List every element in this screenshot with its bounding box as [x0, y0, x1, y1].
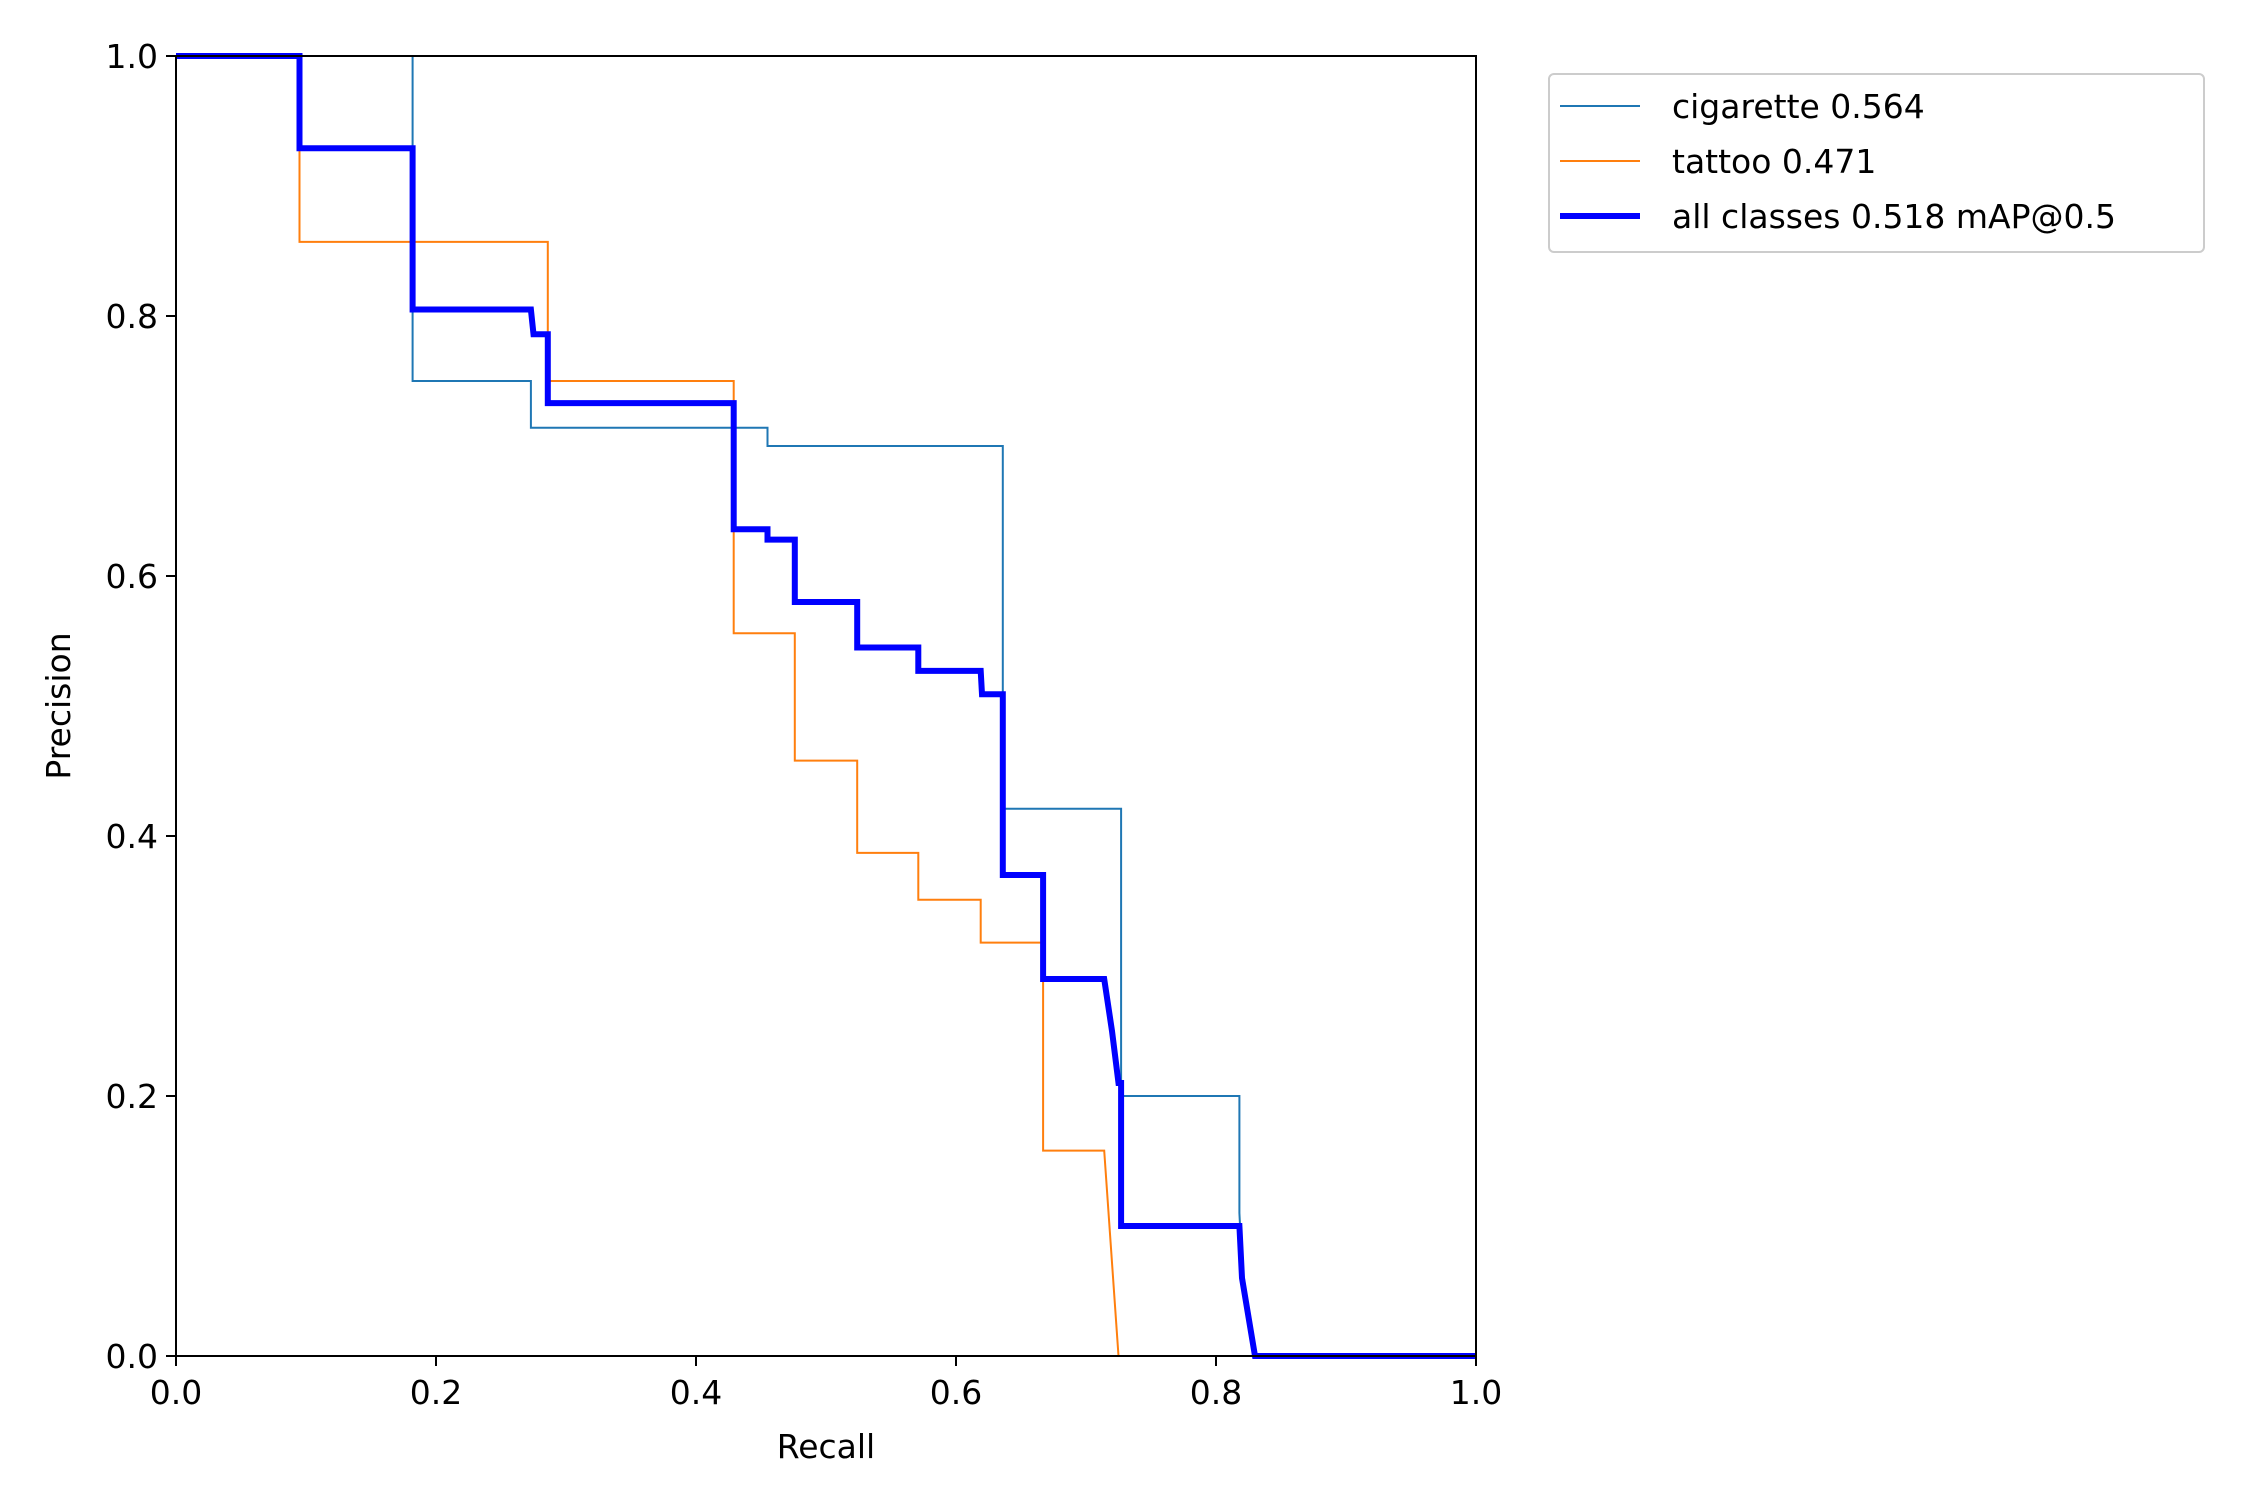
legend-label: tattoo 0.471 [1672, 142, 1876, 181]
legend-label: cigarette 0.564 [1672, 87, 1925, 126]
x-tick-label: 1.0 [1450, 1373, 1502, 1412]
y-axis-label: Precision [39, 632, 78, 779]
y-axis: 0.0 0.2 0.4 0.6 0.8 1.0 [106, 37, 176, 1376]
plot-frame [175, 55, 1477, 1357]
legend-items: cigarette 0.564 tattoo 0.471 all classes 0… [1560, 87, 2116, 236]
series-line-2 [176, 55, 1476, 1357]
series-line-3 [176, 53, 1476, 1359]
y-tick-label: 0.8 [106, 297, 158, 336]
y-tick-label: 0.2 [106, 1077, 158, 1116]
x-tick-label: 0.6 [930, 1373, 982, 1412]
series-layer [176, 53, 1476, 1359]
y-tick-label: 0.4 [106, 817, 158, 856]
x-tick-label: 0.8 [1190, 1373, 1242, 1412]
x-axis-label: Recall [777, 1427, 875, 1466]
y-tick-label: 1.0 [106, 37, 158, 76]
legend-box [1548, 73, 2205, 253]
x-tick-label: 0.4 [670, 1373, 722, 1412]
y-tick-label: 0.0 [106, 1337, 158, 1376]
x-tick-label: 0.2 [410, 1373, 462, 1412]
x-tick-label: 0.0 [150, 1373, 202, 1412]
legend-label: all classes 0.518 mAP@0.5 [1672, 197, 2116, 236]
legend: cigarette 0.564 tattoo 0.471 all classes 0… [1548, 73, 2205, 253]
y-tick-label: 0.6 [106, 557, 158, 596]
plot-area [176, 56, 1476, 1356]
x-axis: 0.0 0.2 0.4 0.6 0.8 1.0 [150, 1356, 1502, 1412]
